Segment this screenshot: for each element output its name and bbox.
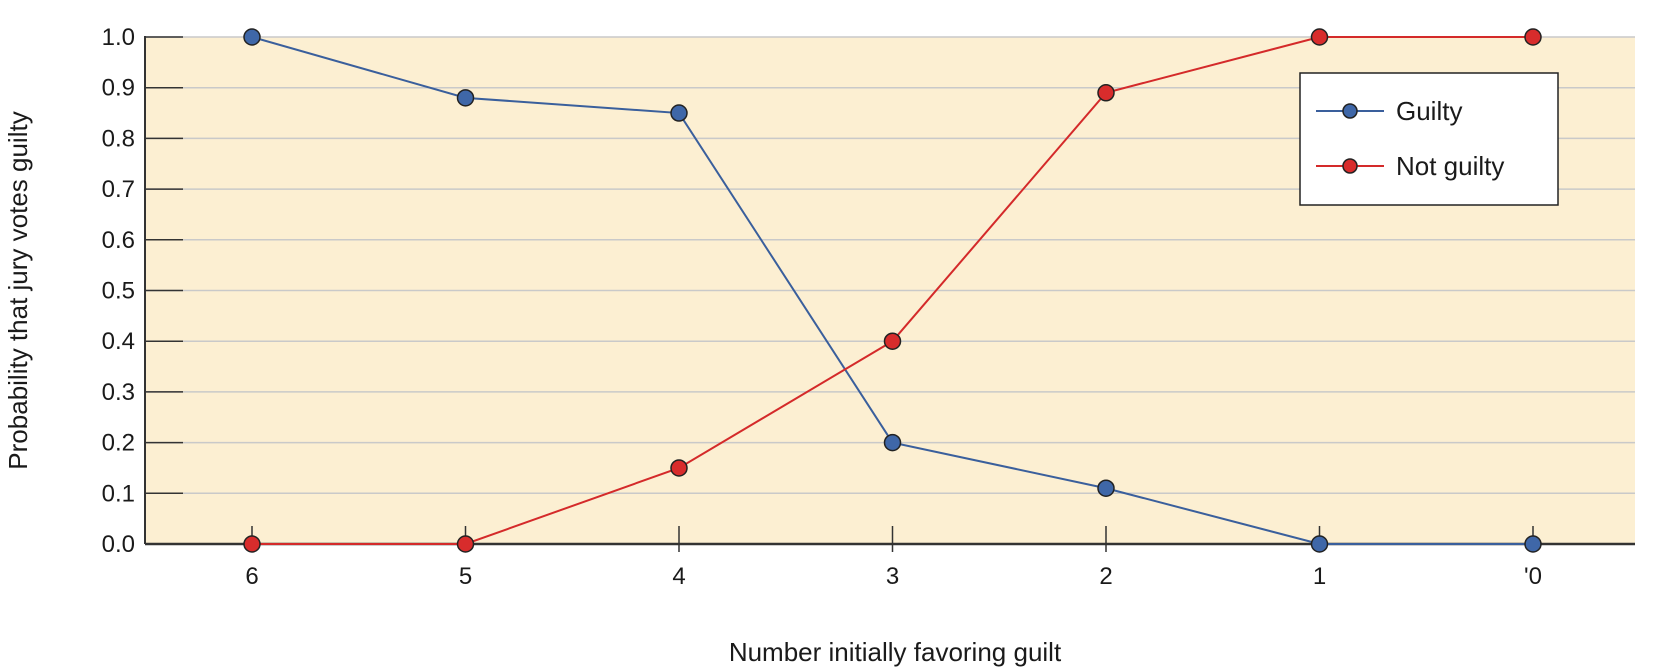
x-tick-label: 3 — [886, 563, 899, 590]
y-tick-label: 0.4 — [102, 328, 135, 355]
legend-marker-guilty — [1342, 103, 1358, 119]
legend-marker-not-guilty — [1342, 158, 1358, 174]
x-tick-label: 6 — [245, 563, 258, 590]
data-point — [670, 104, 688, 122]
data-point — [1097, 84, 1115, 102]
x-axis-title: Number initially favoring guilt — [729, 637, 1062, 667]
series-points — [243, 28, 1542, 553]
data-point — [1524, 28, 1542, 46]
y-tick-label: 0.5 — [102, 278, 135, 305]
data-point — [1310, 28, 1329, 46]
x-tick-label: 2 — [1099, 563, 1112, 590]
data-point — [456, 89, 475, 107]
y-tick-label: 0.3 — [102, 379, 135, 406]
x-tick-label: 4 — [672, 563, 685, 590]
y-tick-label: 0.2 — [102, 430, 135, 457]
y-tick-label: 0.8 — [102, 125, 135, 152]
y-tick-label: 1.0 — [102, 24, 135, 51]
data-point — [456, 535, 475, 553]
data-point — [243, 28, 261, 46]
legend-label-guilty: Guilty — [1396, 96, 1462, 126]
legend: Guilty Not guilty — [1299, 72, 1559, 206]
x-tick-label: 1 — [1313, 563, 1326, 590]
legend-label-not-guilty: Not guilty — [1396, 151, 1504, 181]
data-point — [1524, 535, 1542, 553]
y-tick-label: 0.7 — [102, 176, 135, 203]
y-tick-label: 0.6 — [102, 227, 135, 254]
data-point — [670, 459, 688, 477]
x-tick-label: 5 — [459, 563, 472, 590]
data-point — [1097, 479, 1115, 497]
data-point — [1310, 535, 1329, 553]
x-tick-label: '0 — [1524, 563, 1542, 590]
data-point — [883, 433, 902, 452]
data-point — [243, 535, 261, 553]
data-point — [883, 332, 902, 350]
y-tick-label: 0.0 — [102, 531, 135, 558]
y-axis: 0.0 0.1 0.2 0.3 0.4 0.5 0.6 0.7 0.8 0.9 1.0 — [102, 24, 183, 558]
legend-box — [1299, 72, 1559, 206]
y-axis-title: Probability that jury votes guilty — [3, 111, 33, 469]
y-tick-label: 0.9 — [102, 75, 135, 102]
y-tick-label: 0.1 — [102, 480, 135, 507]
